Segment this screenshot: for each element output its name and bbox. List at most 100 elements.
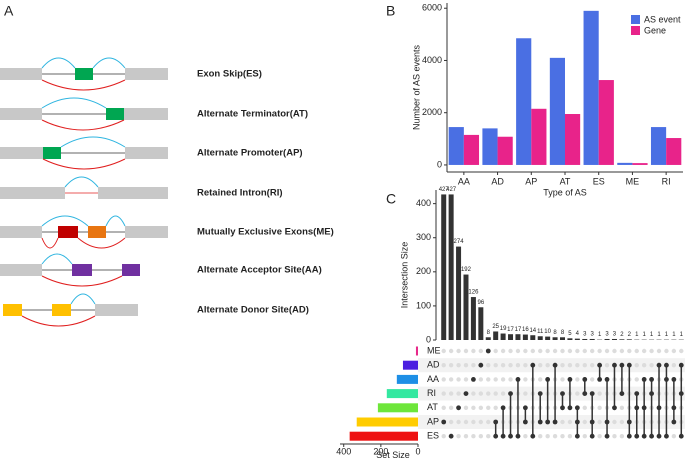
bar-value-label: 1: [680, 332, 684, 338]
exon: [3, 304, 22, 316]
matrix-dot: [612, 405, 617, 411]
matrix-dot: [515, 433, 521, 439]
matrix-dot: [522, 405, 528, 411]
matrix-dot-empty: [597, 434, 602, 439]
matrix-dot-empty: [523, 434, 528, 439]
matrix-dot: [604, 377, 610, 382]
exon: [95, 304, 138, 316]
exon: [0, 226, 42, 238]
bar: [448, 127, 464, 165]
matrix-dot: [612, 362, 617, 368]
matrix-dot: [589, 419, 595, 425]
matrix-dot-empty: [634, 363, 639, 368]
exon: [125, 226, 168, 238]
bar: [549, 57, 565, 165]
bar-value-label: 8: [553, 330, 557, 336]
matrix-dot-empty: [471, 391, 476, 396]
event-label: Alternate Acceptor Site(AA): [197, 265, 322, 276]
x-tick-label: RI: [662, 176, 671, 186]
matrix-dot-empty: [471, 348, 476, 354]
matrix-dot-empty: [538, 434, 543, 439]
exon: [125, 68, 168, 80]
splice-arc: [42, 158, 126, 170]
bar-value-label: 126: [468, 290, 479, 296]
matrix-dot-empty: [486, 419, 491, 425]
matrix-dot-empty: [604, 348, 610, 354]
intersection-bar: [567, 338, 573, 340]
matrix-dot-empty: [582, 419, 587, 425]
bar-value-label: 3: [605, 332, 609, 338]
matrix-dot-empty: [634, 377, 639, 382]
matrix-dot-empty: [538, 377, 543, 382]
intersection-bar: [441, 194, 447, 340]
matrix-dot: [589, 391, 595, 396]
intersection-bar: [456, 246, 462, 340]
matrix-dot-empty: [567, 348, 573, 354]
matrix-dot-empty: [641, 363, 647, 368]
bar: [617, 162, 633, 165]
matrix-dot-empty: [463, 363, 469, 368]
matrix-dot: [515, 377, 521, 382]
matrix-dot-empty: [448, 348, 454, 354]
bar-value-label: 96: [477, 300, 484, 306]
matrix-dot-empty: [560, 419, 565, 425]
splice-arc: [41, 237, 59, 249]
matrix-dot-empty: [508, 377, 513, 382]
bar-value-label: 4: [576, 331, 580, 337]
intersection-bar: [537, 336, 543, 340]
y-tick-label: 200: [416, 266, 431, 276]
y-axis-label: Intersection Size: [399, 242, 409, 309]
matrix-dot-empty: [486, 391, 491, 396]
matrix-dot: [597, 377, 603, 382]
bar-value-label: 192: [461, 267, 472, 273]
bar-value-label: 17: [507, 327, 514, 333]
matrix-dot-empty: [619, 348, 625, 354]
matrix-dot-empty: [478, 434, 484, 439]
matrix-dot-empty: [493, 391, 498, 396]
matrix-dot-empty: [612, 419, 617, 425]
matrix-dot-empty: [493, 363, 498, 368]
intersection-bar: [493, 331, 499, 340]
exon: [52, 304, 71, 316]
bar-value-label: 14: [529, 328, 536, 334]
matrix-dot: [574, 419, 580, 425]
matrix-dot: [493, 419, 499, 425]
matrix-dot-empty: [567, 434, 573, 439]
matrix-dot-empty: [471, 419, 476, 425]
bar-value-label: 25: [492, 324, 499, 330]
splice-arc: [60, 136, 126, 148]
matrix-dot: [545, 419, 551, 425]
exon: [124, 108, 168, 120]
exon: [72, 264, 92, 276]
matrix-dot-empty: [471, 434, 476, 439]
bar-value-label: 427: [446, 187, 457, 193]
bar-value-label: 2: [620, 332, 624, 338]
matrix-dot: [664, 377, 669, 382]
matrix-dot-empty: [567, 419, 573, 425]
matrix-dot-empty: [567, 363, 573, 368]
set-size-bar: [356, 417, 418, 427]
matrix-dot-empty: [471, 405, 476, 410]
intersection-bar: [552, 337, 558, 340]
matrix-dot-empty: [597, 348, 602, 354]
legend-label: AS event: [644, 14, 681, 24]
matrix-dot-empty: [500, 391, 506, 396]
matrix-stripe: [418, 386, 685, 401]
matrix-dot-empty: [649, 363, 654, 368]
matrix-dot: [671, 405, 677, 411]
legend-swatch: [631, 26, 640, 35]
matrix-dot-empty: [456, 434, 461, 439]
intersection-bar: [560, 337, 565, 340]
x-tick-label: AT: [560, 176, 571, 186]
splice-arc: [41, 275, 123, 287]
matrix-dot-empty: [493, 348, 498, 354]
intersection-bar: [522, 334, 528, 340]
matrix-dot-empty: [441, 377, 446, 382]
matrix-dot-empty: [508, 348, 513, 354]
splice-arc: [41, 97, 107, 109]
set-label: AA: [427, 374, 439, 384]
matrix-dot-empty: [486, 405, 491, 410]
splice-arc: [41, 215, 89, 227]
splice-arc: [41, 119, 125, 131]
exon: [0, 147, 43, 159]
